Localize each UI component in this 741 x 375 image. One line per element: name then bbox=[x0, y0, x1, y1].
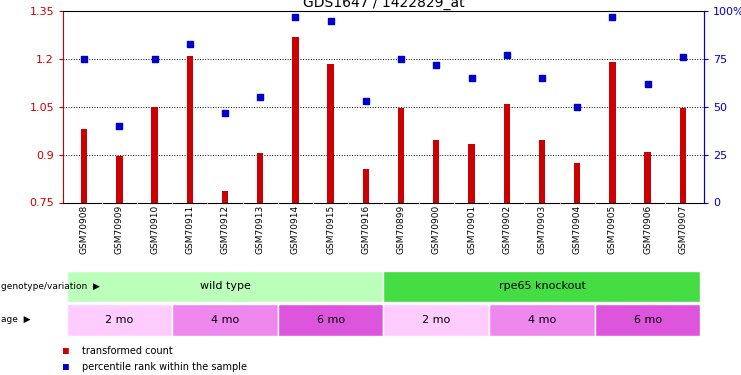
Bar bbox=[292, 37, 299, 203]
Point bbox=[536, 75, 548, 81]
Text: GSM70900: GSM70900 bbox=[432, 204, 441, 254]
Point bbox=[79, 56, 90, 62]
Point bbox=[290, 14, 302, 20]
Bar bbox=[384, 271, 700, 302]
Text: GSM70901: GSM70901 bbox=[467, 204, 476, 254]
Text: GSM70916: GSM70916 bbox=[362, 204, 370, 254]
Bar bbox=[362, 169, 369, 202]
Text: GSM70915: GSM70915 bbox=[326, 204, 335, 254]
Text: GSM70914: GSM70914 bbox=[291, 204, 300, 254]
Text: rpe65 knockout: rpe65 knockout bbox=[499, 281, 585, 291]
Point bbox=[606, 14, 618, 20]
Bar bbox=[116, 156, 122, 203]
Bar bbox=[595, 304, 700, 336]
Text: genotype/variation  ▶: genotype/variation ▶ bbox=[1, 282, 99, 291]
Point bbox=[501, 52, 513, 58]
Text: age  ▶: age ▶ bbox=[1, 315, 30, 324]
Point bbox=[219, 110, 231, 116]
Text: 6 mo: 6 mo bbox=[634, 315, 662, 325]
Bar bbox=[81, 129, 87, 203]
Text: 2 mo: 2 mo bbox=[105, 315, 133, 325]
Text: 6 mo: 6 mo bbox=[316, 315, 345, 325]
Bar bbox=[539, 140, 545, 202]
Bar bbox=[67, 304, 172, 336]
Text: GSM70904: GSM70904 bbox=[573, 204, 582, 254]
Text: GSM70908: GSM70908 bbox=[79, 204, 89, 254]
Bar bbox=[433, 140, 439, 202]
Bar bbox=[172, 304, 278, 336]
Text: GSM70903: GSM70903 bbox=[537, 204, 546, 254]
Point bbox=[149, 56, 161, 62]
Text: ■: ■ bbox=[63, 362, 69, 372]
Text: GSM70902: GSM70902 bbox=[502, 204, 511, 254]
Text: transformed count: transformed count bbox=[82, 346, 172, 355]
Bar bbox=[67, 271, 384, 302]
Text: 4 mo: 4 mo bbox=[528, 315, 556, 325]
Point bbox=[571, 104, 583, 110]
Bar bbox=[468, 144, 475, 202]
Text: wild type: wild type bbox=[199, 281, 250, 291]
Text: GSM70905: GSM70905 bbox=[608, 204, 617, 254]
Bar bbox=[574, 163, 580, 202]
Text: GSM70913: GSM70913 bbox=[256, 204, 265, 254]
Title: GDS1647 / 1422829_at: GDS1647 / 1422829_at bbox=[302, 0, 465, 10]
Text: GSM70912: GSM70912 bbox=[221, 204, 230, 254]
Bar bbox=[645, 152, 651, 202]
Text: percentile rank within the sample: percentile rank within the sample bbox=[82, 362, 247, 372]
Bar bbox=[489, 304, 595, 336]
Bar bbox=[222, 191, 228, 202]
Text: 4 mo: 4 mo bbox=[211, 315, 239, 325]
Point bbox=[184, 41, 196, 47]
Point bbox=[677, 54, 688, 60]
Bar bbox=[679, 108, 686, 202]
Text: GSM70909: GSM70909 bbox=[115, 204, 124, 254]
Point bbox=[360, 98, 372, 104]
Point bbox=[642, 81, 654, 87]
Text: GSM70906: GSM70906 bbox=[643, 204, 652, 254]
Point bbox=[325, 18, 336, 24]
Bar bbox=[504, 104, 510, 202]
Text: GSM70910: GSM70910 bbox=[150, 204, 159, 254]
Bar bbox=[187, 56, 193, 202]
Text: GSM70907: GSM70907 bbox=[678, 204, 688, 254]
Bar bbox=[384, 304, 489, 336]
Point bbox=[395, 56, 407, 62]
Text: ■: ■ bbox=[63, 346, 69, 355]
Bar bbox=[278, 304, 383, 336]
Text: GSM70899: GSM70899 bbox=[396, 204, 405, 254]
Bar bbox=[151, 107, 158, 202]
Point bbox=[431, 62, 442, 68]
Point bbox=[254, 94, 266, 100]
Text: 2 mo: 2 mo bbox=[422, 315, 451, 325]
Point bbox=[465, 75, 477, 81]
Bar bbox=[328, 64, 333, 202]
Bar bbox=[398, 108, 405, 202]
Text: GSM70911: GSM70911 bbox=[185, 204, 194, 254]
Point bbox=[113, 123, 125, 129]
Bar bbox=[609, 62, 616, 202]
Bar bbox=[257, 153, 263, 203]
